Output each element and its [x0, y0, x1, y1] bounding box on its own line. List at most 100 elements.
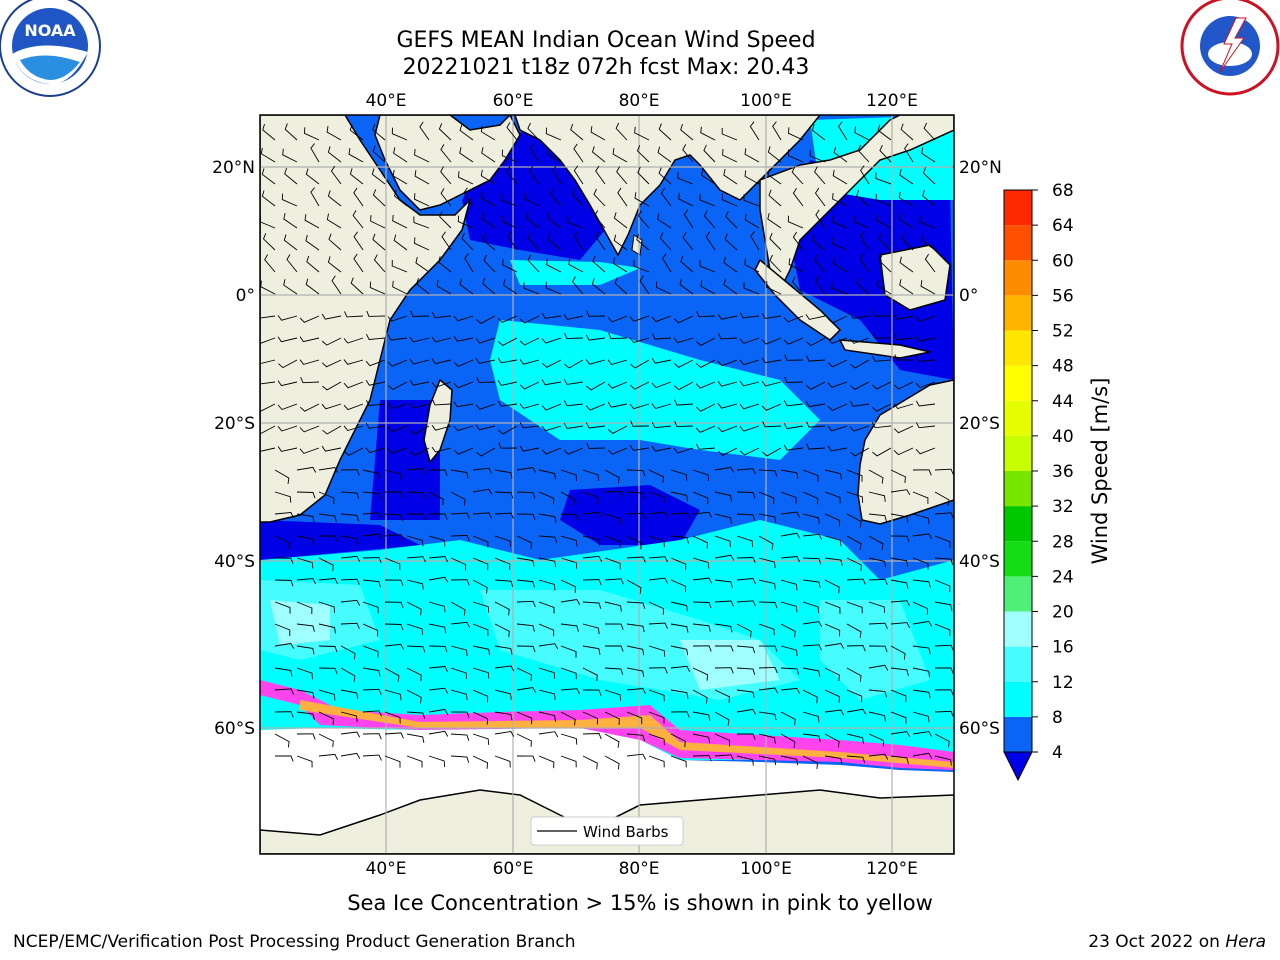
wind-barb — [868, 513, 887, 522]
wind-barb — [617, 187, 628, 207]
wind-barb — [824, 601, 841, 614]
wind-barb — [680, 123, 694, 141]
wind-barb — [692, 511, 713, 518]
wind-barb — [912, 491, 929, 504]
colorbar-swatch — [1004, 576, 1032, 612]
wind-barb — [783, 337, 804, 345]
wind-barb — [749, 121, 760, 141]
wind-barb — [802, 601, 819, 614]
wind-barb — [934, 468, 954, 475]
wind-barb — [321, 403, 342, 410]
wind-barb — [626, 535, 642, 550]
wind-barb — [299, 336, 320, 343]
colorbar-tick-label: 44 — [1052, 392, 1074, 412]
colorbar-swatch — [1004, 400, 1032, 436]
wind-barb — [519, 422, 540, 429]
wind-barb — [541, 447, 562, 455]
wind-barb — [563, 314, 584, 320]
wind-barb — [262, 233, 276, 251]
wind-barb — [868, 535, 884, 550]
wind-barb — [328, 233, 342, 251]
wind-barb — [921, 147, 936, 163]
wind-barb — [304, 127, 320, 141]
wind-barb — [714, 733, 731, 747]
wind-barb — [362, 710, 383, 717]
wind-barb — [714, 491, 732, 502]
wind-barb — [674, 381, 694, 391]
wind-barb — [516, 687, 537, 693]
wind-barb — [806, 337, 826, 347]
wind-barb — [915, 355, 936, 362]
wind-barb — [296, 601, 313, 615]
wind-barb — [846, 667, 862, 682]
wind-barb — [372, 123, 386, 141]
wind-barb — [608, 332, 628, 340]
wind-barb — [736, 513, 756, 521]
wind-barb — [651, 403, 672, 410]
wind-barb — [450, 621, 471, 628]
wind-barb — [453, 359, 474, 367]
wind-barb — [758, 755, 777, 766]
wind-barb — [586, 381, 606, 391]
wind-barb — [934, 579, 951, 593]
wind-barb — [541, 403, 562, 411]
wind-barb — [806, 443, 826, 450]
wind-barb — [856, 189, 870, 207]
wind-barb — [549, 188, 562, 207]
wind-barb — [260, 337, 276, 344]
wind-barb — [327, 256, 342, 273]
wind-barb — [670, 733, 686, 748]
wind-barb — [695, 425, 716, 433]
wind-barb — [365, 333, 386, 340]
wind-barb — [934, 733, 950, 748]
wind-barb — [277, 336, 298, 343]
wind-barb — [833, 146, 848, 163]
wind-barb — [494, 579, 514, 588]
wind-barb — [458, 171, 474, 185]
wind-barb — [648, 469, 664, 483]
wind-barb — [846, 708, 867, 715]
wind-barb — [780, 491, 797, 504]
wind-barb — [482, 277, 496, 295]
strong-se — [820, 600, 930, 700]
wind-barb — [673, 359, 694, 368]
wind-barb — [692, 755, 712, 762]
wind-barb — [277, 380, 298, 387]
wind-barb — [406, 667, 422, 682]
wind-barb — [450, 711, 470, 718]
wind-barb — [299, 403, 320, 412]
wind-barb — [806, 421, 826, 428]
wind-barb — [860, 231, 870, 251]
wind-barb — [824, 491, 841, 504]
lat-label: 20°S — [959, 414, 1000, 434]
wind-barb — [538, 623, 555, 637]
wind-barb — [353, 253, 364, 273]
wind-barb — [670, 512, 690, 519]
wind-barb — [780, 601, 798, 613]
wind-barb — [450, 579, 470, 586]
wind-barb — [410, 310, 430, 317]
wind-barb — [899, 168, 914, 185]
wind-barb — [674, 399, 694, 406]
wind-barb — [787, 215, 804, 229]
wind-barb — [318, 578, 339, 585]
wind-barb — [696, 337, 716, 346]
wind-barb — [736, 708, 757, 715]
wind-barb — [283, 234, 298, 251]
wind-barb — [453, 315, 474, 322]
wind-barb — [362, 601, 379, 614]
wind-barb — [344, 447, 364, 456]
wind-barb — [450, 534, 470, 542]
wind-barb — [299, 359, 320, 365]
wind-barb — [362, 491, 382, 500]
wind-barb — [519, 381, 540, 390]
wind-barb — [824, 689, 840, 703]
wind-barb — [700, 280, 716, 295]
wind-barb — [915, 315, 936, 323]
wind-barb — [744, 258, 760, 273]
wind-barb — [802, 513, 820, 524]
wind-barb — [871, 422, 892, 429]
wind-barb — [714, 667, 734, 674]
wind-barb — [538, 601, 555, 614]
wind-barb — [868, 491, 886, 502]
